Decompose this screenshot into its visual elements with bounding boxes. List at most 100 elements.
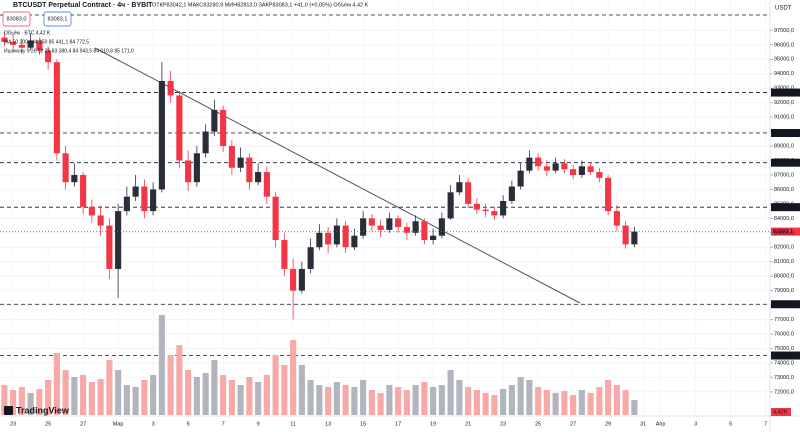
volume-bar — [36, 389, 43, 415]
indicator-legend[interactable]: MA 50 200 144 150 85 441,1 84 772,5 — [4, 39, 89, 45]
candle-body — [290, 268, 297, 291]
volumes — [1, 315, 638, 415]
volume-bar — [272, 355, 279, 415]
sell-button[interactable] — [2, 11, 31, 27]
candle-body — [386, 218, 393, 230]
volume-bar — [421, 382, 428, 415]
volume-bar — [158, 315, 165, 415]
volume-bar — [18, 387, 25, 415]
volume-bar — [543, 390, 550, 415]
candle-body — [570, 169, 577, 175]
candle-body — [351, 235, 358, 248]
y-tick-label: 94000,0 — [774, 71, 794, 77]
candle-body — [27, 40, 34, 48]
x-tick-label: 31 — [640, 421, 646, 427]
y-tick-label: 77000,0 — [774, 317, 794, 323]
level-label-box — [771, 129, 800, 138]
candle-body — [561, 163, 568, 170]
candle-body — [500, 200, 507, 216]
y-tick-label: 86000,0 — [774, 187, 794, 193]
volume-bar — [500, 389, 507, 415]
y-tick-label: 84000,0 — [774, 216, 794, 222]
y-tick-label: 92000,0 — [774, 100, 794, 106]
indicator-legend[interactable]: Объём · BTC 4,42 K — [4, 30, 51, 36]
indicator-legend[interactable]: Ишимоку 9 26 52 26 83 380,4 84 943,5 84 … — [4, 48, 134, 54]
candle-body — [18, 44, 25, 48]
volume-bar — [552, 393, 559, 415]
volume-bar — [45, 380, 52, 415]
candle-body — [307, 247, 314, 269]
candle-body — [36, 40, 43, 51]
candle-body — [202, 131, 209, 154]
volume-bar — [403, 390, 410, 415]
y-tick-label: 81000,0 — [774, 259, 794, 265]
logo-icon — [4, 406, 13, 415]
current-price-box — [771, 227, 800, 236]
volume-bar — [97, 379, 104, 415]
level-label: 92699,3 — [773, 90, 793, 96]
volume-bar — [115, 370, 122, 415]
volume-bar — [185, 370, 192, 415]
candle-body — [185, 160, 192, 183]
candle-body — [526, 157, 533, 171]
candle-body — [631, 231, 638, 245]
y-tick-label: 95000,0 — [774, 57, 794, 63]
sell-price: 83083,0 — [7, 16, 27, 22]
x-tick-label: 5 — [187, 421, 190, 427]
level-label: 89901,4 — [773, 130, 793, 136]
candle-body — [613, 211, 620, 226]
x-tick-label: 19 — [430, 421, 436, 427]
candle-body — [543, 166, 550, 171]
candle-body — [211, 109, 218, 132]
candle-body — [88, 206, 95, 216]
volume-bar — [290, 340, 297, 415]
y-tick-label: 88000,0 — [774, 158, 794, 164]
candle-body — [465, 182, 472, 204]
candle-body — [1, 37, 8, 42]
candle-body — [473, 203, 480, 210]
y-tick-label: 96000,0 — [774, 42, 794, 48]
candle-body — [447, 192, 454, 219]
volume-bar — [447, 370, 454, 415]
volume-bar — [535, 387, 542, 415]
volume-bar — [386, 385, 393, 415]
x-tick-label: 13 — [325, 421, 331, 427]
candle-body — [333, 225, 340, 245]
candle-body — [115, 211, 122, 269]
volume-bar — [1, 385, 8, 415]
volume-bar — [62, 370, 69, 415]
candle-body — [150, 189, 157, 212]
volume-bar — [71, 377, 78, 415]
volume-bar — [561, 391, 568, 415]
logo-text: TradingView — [16, 405, 70, 415]
candle-body — [298, 268, 305, 291]
volume-bar — [482, 393, 489, 415]
level-label-box — [771, 351, 800, 360]
candle-body — [377, 225, 384, 230]
x-tick-label: 11 — [290, 421, 296, 427]
x-tick-label: 9 — [257, 421, 260, 427]
candle-body — [325, 232, 332, 245]
x-tick-label: 15 — [360, 421, 366, 427]
x-tick-label: 23 — [10, 421, 16, 427]
volume-bar — [176, 345, 183, 415]
volume-bar — [150, 375, 157, 415]
volume-bar — [211, 360, 218, 415]
x-tick-label: 5 — [729, 421, 732, 427]
candles — [1, 31, 638, 320]
candle-body — [141, 186, 148, 212]
level-label: 74513,7 — [773, 353, 793, 359]
candle-body — [246, 157, 253, 183]
y-tick-label: 89000,0 — [774, 143, 794, 149]
candle-body — [263, 172, 270, 197]
x-tick-label: 23 — [500, 421, 506, 427]
level-label-box — [771, 300, 800, 309]
volume-bar — [430, 387, 437, 415]
y-axis-label: USDT — [775, 6, 792, 12]
volume-bar — [412, 385, 419, 415]
buy-button[interactable] — [43, 11, 72, 27]
volume-bar — [132, 387, 139, 415]
volume-bar — [298, 365, 305, 415]
trend-line — [94, 47, 581, 304]
volume-bar — [395, 387, 402, 415]
